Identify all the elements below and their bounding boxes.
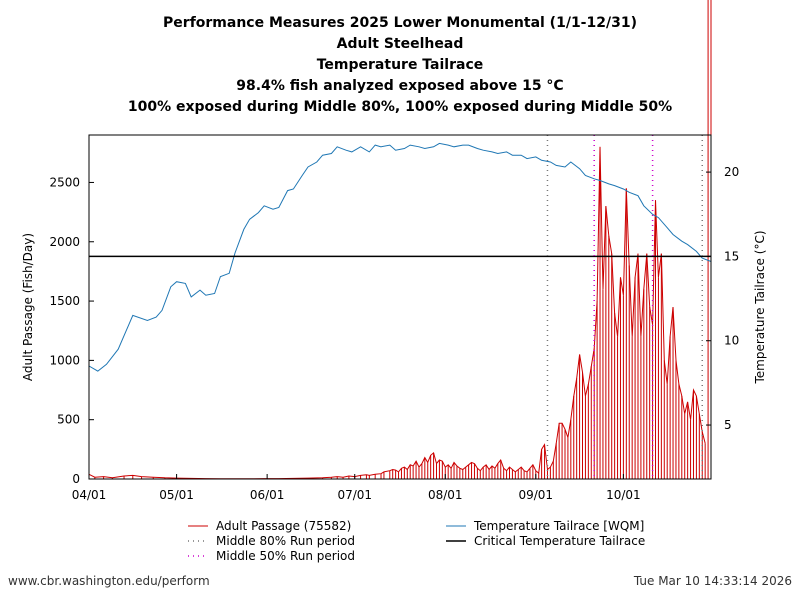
legend-critical-label: Critical Temperature Tailrace xyxy=(474,534,646,548)
y-tick-label: 0 xyxy=(72,472,80,486)
y-axis-title: Adult Passage (Fish/Day) xyxy=(21,233,35,381)
y2-tick-label: 15 xyxy=(724,249,739,263)
chart-subtitle-measure: Temperature Tailrace xyxy=(316,57,484,73)
legend-temperature-label: Temperature Tailrace [WQM] xyxy=(474,519,645,533)
y-tick-label: 1000 xyxy=(49,353,80,367)
chart-title: Performance Measures 2025 Lower Monument… xyxy=(163,15,637,31)
x-tick-label: 04/01 xyxy=(72,488,107,502)
legend-temperature-swatch xyxy=(446,525,466,527)
footer-timestamp: Tue Mar 10 14:33:14 2026 xyxy=(633,574,792,588)
legend-middle80-label: Middle 80% Run period xyxy=(216,534,355,548)
legend-passage-swatch xyxy=(188,525,208,527)
plot-frame xyxy=(88,134,712,480)
x-tick-label: 06/01 xyxy=(250,488,285,502)
y2-axis-title: Temperature Tailrace (°C) xyxy=(753,230,767,384)
chart-subtitle-exposure: 98.4% fish analyzed exposed above 15 °C xyxy=(236,78,564,94)
legend-passage-label: Adult Passage (75582) xyxy=(216,519,352,533)
y-tick-label: 2500 xyxy=(49,175,80,189)
x-tick-label: 08/01 xyxy=(428,488,463,502)
legend-middle80-swatch xyxy=(188,540,208,542)
y2-tick-label: 5 xyxy=(724,418,732,432)
y2-tick-label: 20 xyxy=(724,165,739,179)
x-tick-label: 07/01 xyxy=(337,488,372,502)
x-tick-label: 05/01 xyxy=(159,488,194,502)
passage-series-line xyxy=(88,146,706,480)
chart-subtitle-species: Adult Steelhead xyxy=(336,36,464,52)
temperature-series-line xyxy=(88,142,712,372)
legend-critical-swatch xyxy=(446,540,466,542)
y-tick-label: 1500 xyxy=(49,294,80,308)
footer-url[interactable]: www.cbr.washington.edu/perform xyxy=(8,574,210,588)
y-tick-label: 2000 xyxy=(49,235,80,249)
legend-middle50-label: Middle 50% Run period xyxy=(216,549,355,563)
chart-subtitle-middle-exposure: 100% exposed during Middle 80%, 100% exp… xyxy=(127,99,673,115)
x-tick-label: 09/01 xyxy=(518,488,553,502)
x-tick-label: 10/01 xyxy=(606,488,641,502)
legend-middle50-swatch xyxy=(188,555,208,557)
y-tick-label: 500 xyxy=(57,413,80,427)
y2-tick-label: 10 xyxy=(724,334,739,348)
